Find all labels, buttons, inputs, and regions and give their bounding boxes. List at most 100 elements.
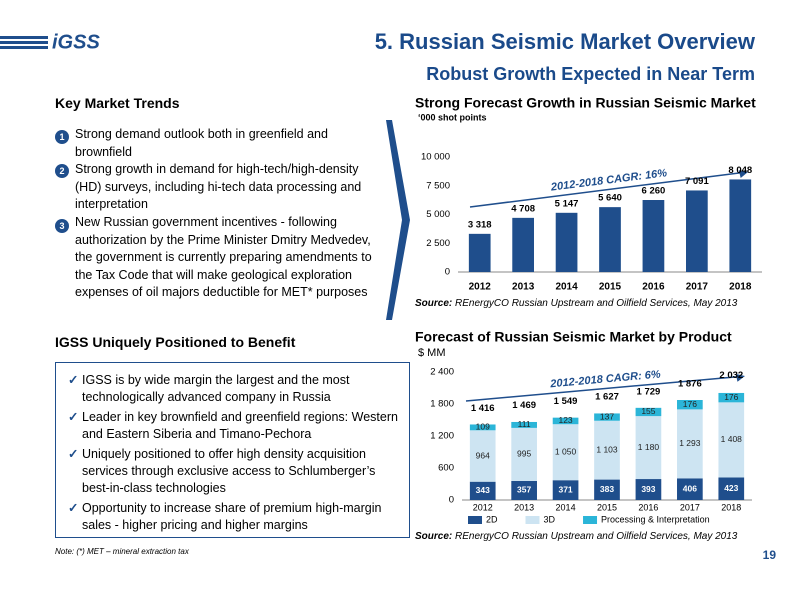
bar-segment [469,481,496,500]
chevron [386,120,410,320]
item-number: 3 [55,219,69,233]
source-label: Source: [415,531,453,542]
segment-label: 111 [518,419,531,429]
y-tick-label: 0 [449,495,454,506]
segment-label: 995 [517,449,531,459]
trend-item: Strong demand outlook both in greenfield… [75,127,328,159]
bar [599,207,621,272]
segment-label: 176 [724,392,738,402]
bar-segment [552,480,579,500]
item-number: 2 [55,164,69,178]
bar-segment [511,421,537,428]
value-label: 5 147 [555,198,579,209]
bar [642,200,665,272]
value-label: 8 048 [728,165,752,176]
arrow-head [738,170,748,178]
x-tick-label: 2014 [556,502,576,512]
bar [512,217,534,272]
bar-segment [469,424,496,431]
x-tick-label: 2013 [512,282,535,293]
legend-swatch [583,516,598,524]
bar [686,190,708,272]
total-label: 1 627 [595,392,619,403]
bar-segment [718,477,745,500]
segment-label: 343 [476,485,490,495]
bar [468,233,491,272]
section-title: Key Market Trends [55,95,180,111]
segment-label: 357 [517,485,531,495]
segment-label: 137 [600,411,614,421]
segment-label: 964 [476,450,490,460]
chart-title: Strong Forecast Growth in Russian Seismi… [415,95,756,111]
x-tick-label: 2018 [721,502,741,512]
y-tick-label: 1 200 [430,431,454,442]
x-tick-label: 2018 [729,282,752,293]
bar-segment [677,400,703,410]
bar-segment [635,416,662,480]
value-label: 5 640 [598,193,622,204]
bullet: Opportunity to increase share of premium… [68,500,404,534]
source: Source: REnergyCO Russian Upstream and O… [415,531,737,542]
section-title: IGSS Uniquely Positioned to Benefit [55,334,296,350]
arrow-head [735,373,745,382]
bullet: Uniquely positioned to offer high densit… [68,446,404,497]
x-tick-label: 2012 [469,282,492,293]
logo-stripes [0,36,48,49]
x-tick-label: 2016 [638,502,658,512]
total-label: 1 416 [471,403,495,414]
bar-segment [718,392,745,403]
value-label: 6 260 [642,186,666,197]
cagr-arrow [465,375,740,402]
x-tick-label: 2015 [597,502,617,512]
segment-label: 1 408 [721,434,743,444]
bar-segment [677,409,703,479]
bar [555,212,578,272]
segment-label: 123 [558,415,572,425]
bar-segment [552,417,579,425]
footnote: Note: (*) MET – mineral extraction tax [55,547,189,556]
bar-segment [594,413,620,421]
value-label: 3 318 [468,219,492,230]
value-label: 7 091 [685,176,709,187]
bullet: IGSS is by wide margin the largest and t… [68,372,404,406]
chart-forecast-shots: Strong Forecast Growth in Russian Seismi… [415,95,762,293]
bar-segment [511,427,537,481]
legend-swatch [468,516,482,524]
page-number: 19 [763,548,777,562]
segment-label: 1 293 [679,438,701,448]
segment-label: 423 [724,483,738,493]
segment-label: 371 [558,484,572,494]
segment-label: 1 180 [638,442,660,452]
total-label: 1 469 [512,400,536,411]
legend-label: Processing & Interpretation [601,514,710,524]
y-tick-label: 0 [445,267,450,278]
bar [729,179,752,272]
segment-label: 155 [641,406,655,416]
chart-market-product: Forecast of Russian Seismic Market by Pr… [415,329,752,524]
total-label: 1 729 [637,386,661,397]
total-label: 2 032 [719,370,743,381]
logo: iGSS [52,31,100,53]
y-tick-label: 2 400 [430,367,454,378]
source: Source: REnergyCO Russian Upstream and O… [415,298,737,309]
y-axis-label: $ MM [418,347,446,359]
segment-label: 383 [600,484,614,494]
bar-segment [677,478,703,500]
source-label: Source: [415,298,453,309]
bar-segment [635,479,662,500]
y-tick-label: 600 [438,463,454,474]
segment-label: 1 103 [596,444,618,454]
y-tick-label: 7 500 [426,180,450,191]
total-label: 1 876 [678,378,702,389]
bar-segment [469,430,496,482]
chart-subtitle: ‘000 shot points [418,112,487,122]
trend-item: Strong growth in demand for high-tech/hi… [75,162,362,211]
cagr-arrow [469,171,743,208]
y-tick-label: 10 000 [421,152,450,163]
slide-subtitle: Robust Growth Expected in Near Term [426,64,755,84]
bar-segment [594,420,620,480]
bullet: Leader in key brownfield and greenfield … [68,409,404,443]
slide-title: 5. Russian Seismic Market Overview [375,29,756,54]
bar-segment [511,480,537,500]
